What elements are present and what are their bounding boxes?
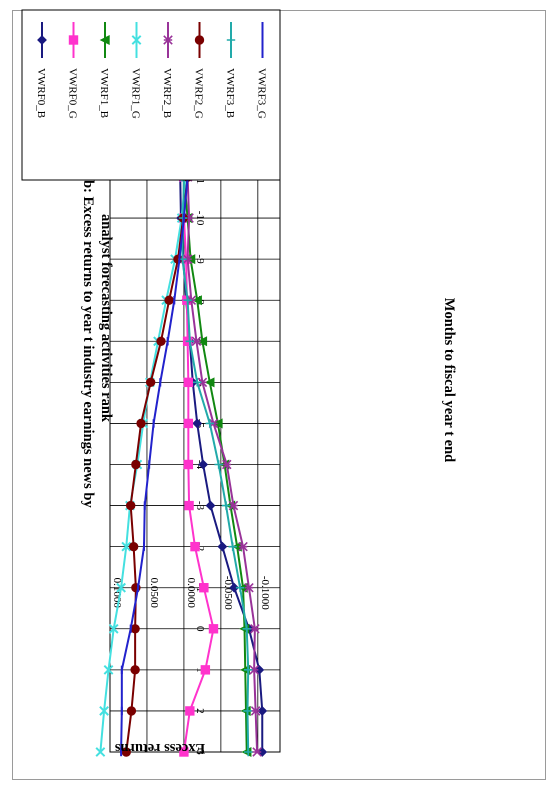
plot-area: -11-10-9-8-7-6-5-4-3-2-10123-0.1000-0.05…: [95, 170, 281, 758]
data-point-vwrf1-g: [116, 582, 126, 593]
x-tick-label: -10: [194, 211, 206, 226]
data-point-vwrf3-b: [243, 706, 252, 716]
legend-marker-vwrf1-g: [131, 35, 142, 45]
data-point-vwrf2-b: [238, 541, 248, 552]
data-point-vwrf0-b: [217, 541, 228, 552]
legend-marker-vwrf2-b: [163, 35, 173, 45]
legend-marker-vwrf0-g: [68, 35, 79, 45]
legend-marker-vwrf2-g: [194, 35, 205, 45]
y-tick-label: -0.0500: [222, 576, 234, 610]
data-point-vwrf2-b: [250, 624, 260, 634]
legend-label-vwrf1-b: VWRF1_B: [98, 68, 110, 118]
legend-label-vwrf0-b: VWRF0_B: [35, 68, 47, 118]
y-tick-label: 0.0000: [185, 578, 197, 609]
data-point-vwrf0-g: [200, 665, 211, 675]
x-tick-label: 1: [194, 667, 206, 673]
data-point-vwrf3-b: [205, 419, 214, 428]
data-point-vwrf0-g: [190, 541, 200, 552]
data-point-vwrf1-g: [108, 623, 119, 634]
chart-title-line1: Figure 2b: Excess returns to year t indu…: [80, 128, 96, 508]
data-point-vwrf0-g: [199, 583, 209, 593]
data-point-vwrf0-g: [179, 747, 189, 757]
data-point-vwrf3-b: [242, 624, 251, 633]
x-tick-label: -9: [194, 255, 206, 265]
data-point-vwrf2-g: [131, 459, 141, 470]
data-point-vwrf0-g: [183, 418, 194, 429]
x-axis-label: Months to fiscal year t end: [441, 298, 457, 462]
data-point-vwrf1-g: [95, 747, 106, 757]
data-point-vwrf0-b: [229, 582, 240, 593]
data-point-vwrf3-b: [244, 665, 253, 675]
data-point-vwrf2-g: [125, 500, 136, 511]
data-point-vwrf2-g: [156, 336, 166, 346]
data-point-vwrf2-g: [130, 665, 140, 675]
data-point-vwrf2-b: [250, 706, 261, 716]
x-tick-label: 0: [194, 626, 206, 632]
legend-label-vwrf2-b: VWRF2_B: [161, 68, 173, 118]
legend-box: [21, 9, 281, 181]
legend: VWRF0_B VWRF0_G VWRF1_B VWRF1_G VWRF2_B VWRF2…: [21, 9, 281, 181]
data-point-vwrf2-g: [126, 706, 137, 716]
data-point-vwrf2-b: [222, 459, 232, 470]
data-point-vwrf3-b: [244, 747, 253, 757]
y-tick-label: -0.1000: [259, 576, 271, 610]
legend-label-vwrf1-g: VWRF1_G: [130, 68, 142, 119]
x-tick-label: 2: [194, 708, 206, 714]
data-point-vwrf2-g: [164, 295, 174, 305]
data-point-vwrf0-g: [183, 377, 194, 388]
data-point-vwrf1-b: [191, 295, 202, 306]
data-point-vwrf2-g: [145, 377, 156, 388]
x-tick-label: 3: [194, 749, 206, 755]
y-axis-label: Excess returns: [114, 740, 205, 756]
legend-label-vwrf3-b: VWRF3_B: [224, 68, 236, 118]
data-point-vwrf0-g: [183, 459, 194, 470]
chart-title-line2: analyst forecasting activities rank: [98, 214, 114, 423]
data-point-vwrf3-b: [193, 378, 202, 387]
data-point-vwrf1-g: [121, 541, 132, 552]
y-tick-label: 0.0500: [148, 578, 160, 609]
data-point-vwrf3-b: [235, 583, 245, 592]
legend-marker-vwrf1-b: [99, 34, 110, 46]
x-tick-label: -3: [194, 501, 206, 511]
data-point-vwrf1-b: [204, 377, 215, 388]
data-point-vwrf3-b: [185, 337, 195, 346]
data-point-vwrf3-b: [214, 460, 223, 469]
data-point-vwrf3-b: [228, 542, 237, 551]
data-point-vwrf3-b: [183, 296, 192, 305]
data-point-vwrf0-g: [208, 624, 219, 634]
legend-marker-vwrf3-b: [226, 35, 236, 45]
data-point-vwrf3-b: [221, 501, 231, 510]
data-point-vwrf0-g: [185, 706, 195, 716]
data-point-vwrf2-g: [128, 541, 139, 552]
data-point-vwrf2-b: [252, 747, 262, 757]
data-point-vwrf2-g: [136, 418, 146, 429]
legend-label-vwrf2-g: VWRF2_G: [193, 68, 205, 119]
data-point-vwrf0-g: [184, 500, 194, 511]
data-point-vwrf1-g: [99, 706, 109, 716]
x-tick-label: -2: [194, 542, 206, 551]
data-point-vwrf2-b: [244, 582, 254, 593]
data-point-vwrf2-b: [228, 500, 239, 511]
legend-label-vwrf0-g: VWRF0_G: [67, 68, 79, 119]
legend-label-vwrf3-g: VWRF3_G: [256, 68, 268, 119]
data-point-vwrf0-b: [205, 500, 216, 511]
data-point-vwrf0-b: [198, 459, 209, 470]
data-point-vwrf1-b: [212, 418, 223, 429]
legend-marker-vwrf0-b: [37, 35, 47, 45]
data-point-vwrf1-b: [197, 336, 208, 347]
data-point-vwrf1-g: [103, 664, 114, 675]
